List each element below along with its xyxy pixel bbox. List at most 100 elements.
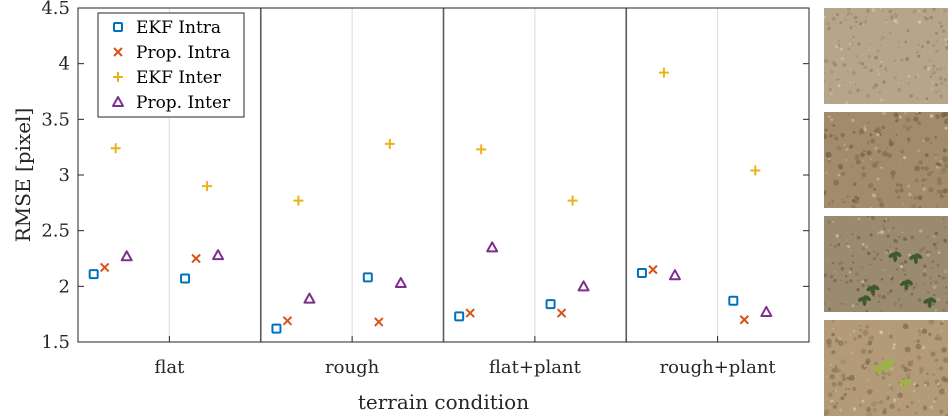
soil-speck [899,183,903,188]
soil-highlight [931,80,935,84]
soil-speck [849,26,853,29]
soil-speck [907,360,914,367]
soil-speck [897,392,903,398]
soil-speck [834,365,838,368]
soil-speck [934,136,937,139]
soil-highlight [840,47,843,51]
soil-speck [889,403,895,409]
soil-speck [898,298,901,301]
soil-highlight [915,112,918,114]
soil-speck [874,361,878,366]
data-point [88,269,99,280]
soil-highlight [845,148,849,151]
legend-entry-label: EKF Intra [136,18,221,38]
soil-speck [851,166,853,168]
soil-speck [941,172,943,175]
soil-highlight [901,203,904,206]
soil-speck [931,68,934,71]
soil-speck [866,93,871,98]
soil-speck [888,31,892,35]
soil-highlight [828,407,830,409]
soil-speck [935,397,938,400]
soil-speck [901,269,903,271]
soil-highlight [831,220,834,223]
soil-speck [917,54,921,58]
soil-speck [921,397,923,399]
data-point [668,269,681,281]
legend-marker [113,22,123,32]
soil-speck [911,203,917,208]
soil-speck [863,149,866,153]
soil-speck [838,340,844,346]
soil-speck [933,71,936,73]
soil-speck [924,18,926,20]
soil-speck [925,17,929,21]
soil-speck [840,133,845,137]
soil-highlight [851,304,855,307]
soil-speck [826,342,832,349]
soil-highlight [917,400,920,403]
soil-highlight [851,118,855,123]
soil-highlight [913,382,916,386]
soil-speck [890,276,894,281]
data-point [99,262,110,273]
soil-speck [845,275,848,278]
soil-speck [942,309,945,312]
soil-speck [914,165,920,172]
soil-highlight [937,251,941,255]
soil-speck [861,283,865,288]
soil-speck [831,200,834,203]
soil-speck [873,250,876,253]
soil-speck [867,389,873,395]
soil-speck [885,396,890,401]
soil-speck [856,159,861,165]
soil-speck [862,329,869,336]
soil-highlight [932,400,936,404]
soil-speck [829,224,832,227]
soil-speck [847,8,851,12]
soil-highlight [880,230,885,235]
soil-speck [902,124,906,128]
soil-speck [882,407,887,412]
soil-speck [929,276,933,280]
soil-speck [887,276,890,278]
soil-speck [837,381,843,387]
soil-speck [911,360,914,362]
soil-speck [861,363,867,370]
soil-speck [912,286,916,289]
soil-speck [851,199,856,203]
soil-highlight [933,235,936,238]
soil-speck [940,24,943,28]
soil-speck [831,60,836,65]
flat-plant-terrain-photo [824,216,948,312]
plant-seedling [888,251,902,263]
photo-background [824,216,948,312]
soil-speck [899,262,901,265]
soil-speck [846,195,849,199]
soil-speck [870,138,876,144]
soil-speck [934,83,938,87]
soil-speck [905,373,911,378]
soil-speck [931,267,934,270]
soil-speck [853,198,859,204]
soil-speck [835,78,838,81]
data-point [394,276,407,288]
soil-speck [891,226,896,230]
soil-speck [841,377,847,382]
soil-speck [827,159,832,164]
soil-speck [882,10,884,12]
soil-highlight [879,231,881,233]
soil-speck [881,35,885,40]
soil-highlight [938,159,943,164]
soil-speck [903,367,909,373]
soil-speck [864,278,868,283]
soil-speck [936,189,941,193]
soil-speck [940,82,943,85]
soil-speck [877,149,881,154]
soil-speck [868,335,874,341]
soil-speck [882,80,886,84]
soil-speck [943,118,948,125]
soil-speck [945,413,948,416]
soil-highlight [871,8,876,12]
soil-speck [892,206,895,208]
